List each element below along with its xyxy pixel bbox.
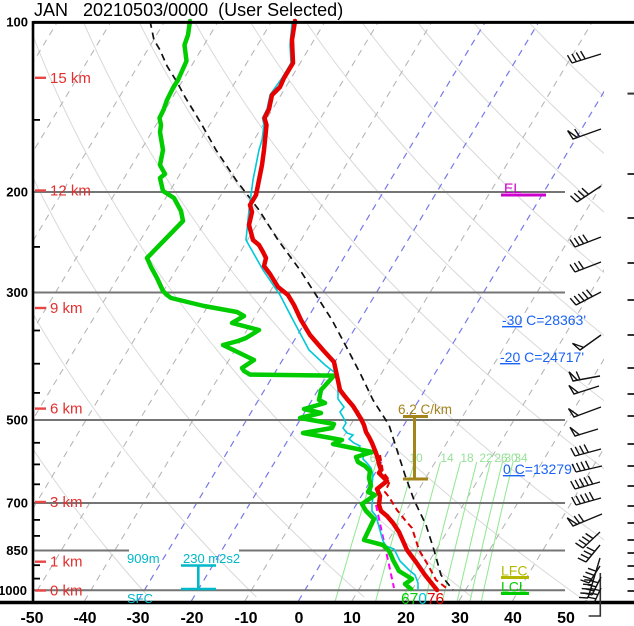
svg-text:6 km: 6 km: [50, 401, 83, 418]
svg-text:EL: EL: [504, 180, 521, 196]
svg-text:34: 34: [514, 451, 528, 465]
svg-text:0: 0: [295, 610, 304, 626]
svg-text:-20 C=24717': -20 C=24717': [500, 349, 584, 365]
svg-text:0 C=13279': 0 C=13279': [503, 461, 575, 477]
svg-text:30: 30: [451, 610, 469, 626]
svg-text:6.2 C/km: 6.2 C/km: [398, 402, 452, 417]
svg-text:0 km: 0 km: [50, 583, 83, 600]
svg-text:22: 22: [479, 451, 493, 465]
svg-text:100: 100: [6, 15, 28, 30]
svg-text:40: 40: [504, 610, 522, 626]
svg-text:30: 30: [504, 451, 518, 465]
svg-text:10: 10: [343, 610, 361, 626]
svg-text:SFC: SFC: [127, 591, 153, 606]
svg-text:67076: 67076: [401, 591, 444, 608]
svg-text:14: 14: [440, 451, 454, 465]
svg-text:-50: -50: [20, 610, 43, 626]
svg-text:10: 10: [409, 451, 423, 465]
svg-text:-30: -30: [126, 610, 149, 626]
svg-text:700: 700: [6, 496, 28, 511]
svg-text:909m: 909m: [127, 551, 160, 566]
svg-text:LCL: LCL: [501, 579, 527, 595]
svg-text:850: 850: [6, 543, 28, 558]
svg-text:6: 6: [370, 451, 377, 465]
svg-text:-20: -20: [180, 610, 203, 626]
svg-text:20: 20: [397, 610, 415, 626]
svg-text:LFC: LFC: [501, 563, 527, 579]
svg-text:1000: 1000: [0, 583, 27, 598]
svg-text:JAN 20210503/0000 (User Sel: JAN 20210503/0000 (User Selected): [34, 0, 343, 20]
svg-text:26: 26: [494, 451, 508, 465]
svg-text:18: 18: [460, 451, 474, 465]
svg-text:230 m2s2: 230 m2s2: [183, 551, 240, 566]
svg-text:1 km: 1 km: [50, 554, 83, 571]
svg-text:3 km: 3 km: [50, 494, 83, 511]
svg-text:-10: -10: [234, 610, 257, 626]
svg-text:9 km: 9 km: [50, 300, 83, 317]
svg-text:300: 300: [6, 285, 28, 300]
svg-text:200: 200: [6, 185, 28, 200]
svg-text:50: 50: [557, 610, 575, 626]
svg-text:12 km: 12 km: [50, 183, 91, 200]
svg-text:-30 C=28363': -30 C=28363': [502, 312, 586, 328]
svg-text:-40: -40: [73, 610, 96, 626]
svg-text:15 km: 15 km: [50, 70, 91, 87]
svg-text:500: 500: [6, 413, 28, 428]
